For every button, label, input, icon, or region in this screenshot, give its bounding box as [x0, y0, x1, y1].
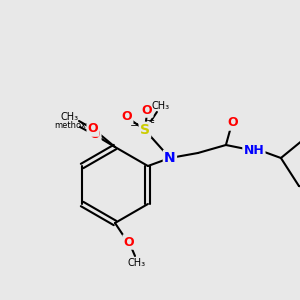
Text: S: S	[140, 123, 150, 137]
Text: O: O	[124, 236, 134, 248]
Text: =: =	[130, 120, 140, 130]
Text: N: N	[164, 151, 176, 165]
Text: CH₃: CH₃	[128, 258, 146, 268]
Text: O: O	[88, 122, 98, 136]
Text: O: O	[142, 103, 152, 116]
Text: O: O	[122, 110, 132, 124]
Text: O: O	[228, 116, 238, 130]
Text: CH₃: CH₃	[152, 101, 170, 111]
Text: =: =	[146, 117, 156, 127]
Text: methoxy: methoxy	[55, 121, 92, 130]
Text: O: O	[90, 128, 100, 142]
Text: CH₃: CH₃	[61, 112, 79, 122]
Text: NH: NH	[244, 143, 264, 157]
